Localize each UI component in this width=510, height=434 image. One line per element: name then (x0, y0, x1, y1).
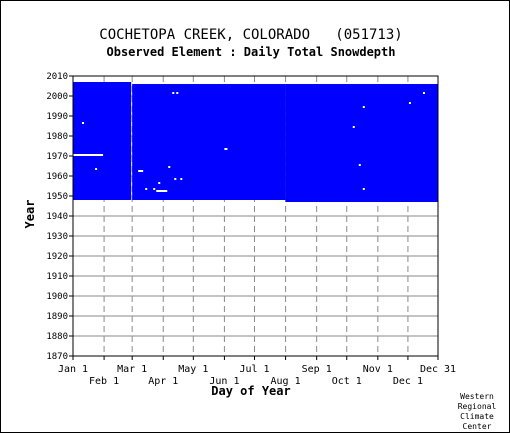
x-tick-label: Oct 1 (332, 376, 362, 387)
x-tick-label: Sep 1 (302, 364, 332, 375)
missing-mark (362, 188, 365, 190)
x-axis-label: Day of Year (211, 384, 290, 398)
x-tick-label: Dec 31 (420, 364, 456, 375)
x-tick-label: Mar 1 (117, 364, 147, 375)
x-tick-label: Feb 1 (89, 376, 119, 387)
data-block (132, 84, 286, 200)
missing-mark (95, 168, 98, 170)
credit-line-4: Center (463, 422, 492, 431)
chart-subtitle: Observed Element : Daily Total Snowdepth (107, 45, 396, 59)
y-tick-label: 1870 (46, 352, 68, 362)
missing-mark (174, 178, 177, 180)
credit-line-1: Western (460, 392, 494, 401)
x-tick-label: Jun 1 (209, 376, 239, 387)
x-tick-label: Aug 1 (271, 376, 301, 387)
missing-mark (180, 178, 183, 180)
missing-mark (172, 92, 175, 94)
y-tick-label: 1920 (46, 252, 68, 262)
missing-mark (438, 144, 440, 146)
data-block (285, 84, 438, 202)
y-tick-label: 1950 (46, 192, 68, 202)
missing-mark (168, 166, 171, 168)
plot-border (72, 75, 439, 357)
missing-mark (73, 154, 104, 156)
missing-mark (358, 164, 361, 166)
y-tick-label: 1940 (46, 212, 68, 222)
missing-mark (362, 106, 365, 108)
credit-line-2: Regional (458, 402, 497, 411)
y-tick-label: 1930 (46, 232, 68, 242)
missing-mark (138, 170, 144, 172)
missing-mark (224, 148, 228, 150)
y-tick-label: 1890 (46, 312, 68, 322)
y-axis-label: Year (23, 200, 37, 229)
y-tick-label: 1880 (46, 332, 68, 342)
missing-mark (408, 102, 411, 104)
credit-line-3: Climate (460, 412, 494, 421)
y-tick-label: 2010 (46, 72, 68, 82)
plot-area: 1870 1880 1890 1900 1910 1920 1930 1940 1950 1960… (46, 72, 456, 387)
missing-mark (422, 92, 425, 94)
missing-mark (145, 188, 148, 190)
missing-mark (158, 182, 161, 184)
missing-mark (82, 122, 85, 124)
missing-mark (438, 120, 440, 122)
chart-title: COCHETOPA CREEK, COLORADO (051713) (99, 27, 402, 43)
x-tick-label: Jan 1 (58, 364, 88, 375)
y-tick-label: 1990 (46, 112, 68, 122)
y-tick-label: 1980 (46, 132, 68, 142)
x-tick-label: Dec 1 (393, 376, 423, 387)
missing-mark (153, 188, 156, 190)
x-tick-label: May 1 (178, 364, 208, 375)
y-tick-label: 1910 (46, 272, 68, 282)
x-tick-label: Jul 1 (239, 364, 269, 375)
y-tick-label: 1900 (46, 292, 68, 302)
y-tick-label: 1960 (46, 172, 68, 182)
x-tick-label: Nov 1 (363, 364, 393, 375)
x-tick-label: Apr 1 (148, 376, 178, 387)
missing-mark (352, 126, 355, 128)
missing-mark (156, 190, 168, 192)
data-block (73, 82, 132, 200)
y-tick-label: 1970 (46, 152, 68, 162)
missing-mark (176, 92, 179, 94)
y-tick-label: 2000 (46, 92, 68, 102)
